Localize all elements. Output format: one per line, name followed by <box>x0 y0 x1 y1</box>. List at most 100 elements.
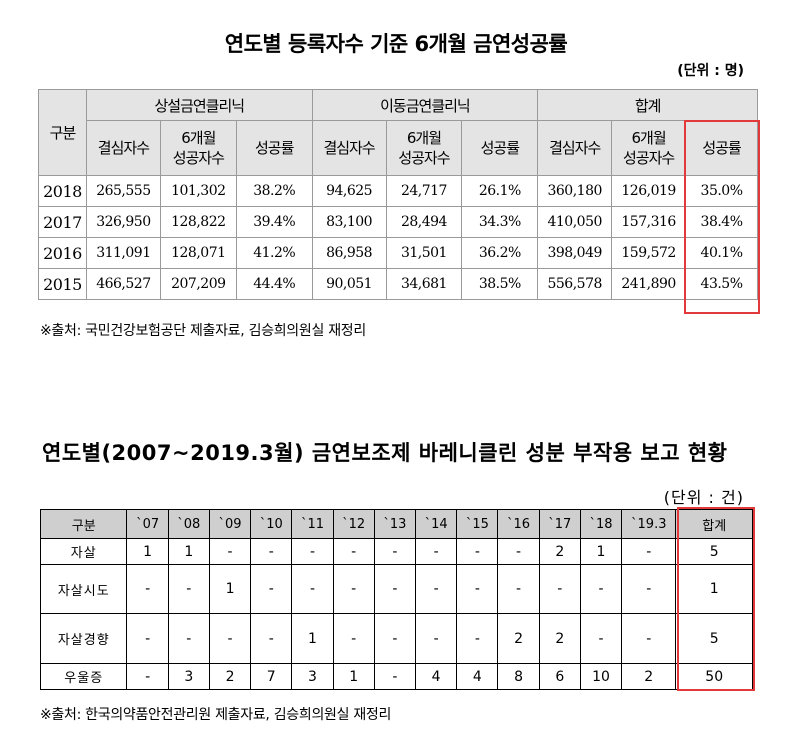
table-cell: - <box>497 564 540 614</box>
column-header: `15 <box>456 509 499 539</box>
table-cell: 5 <box>675 613 753 664</box>
column-subheader: 성공률 <box>461 120 539 176</box>
table-cell: - <box>250 613 293 664</box>
year-cell: 2015 <box>38 268 87 300</box>
column-header: `12 <box>332 509 375 539</box>
year-cell: 2018 <box>38 175 87 207</box>
table-cell: 398,049 <box>537 237 613 269</box>
table-cell: 2 <box>497 613 540 664</box>
table-cell: 2 <box>538 538 581 565</box>
column-header: `13 <box>373 509 417 539</box>
table-cell: - <box>167 613 210 664</box>
table-cell: - <box>291 564 334 614</box>
table-cell: - <box>332 538 375 565</box>
table-cell: 159,572 <box>611 237 687 269</box>
column-header: `19.3 <box>621 509 677 539</box>
table-cell: - <box>579 613 623 664</box>
table-cell: 6 <box>538 663 581 690</box>
table-cell: 1 <box>291 613 334 664</box>
table-cell: 10 <box>579 663 623 690</box>
column-header: `10 <box>250 509 293 539</box>
table-cell: 2 <box>538 613 581 664</box>
table-cell: - <box>621 613 677 664</box>
table-cell: 311,091 <box>85 237 161 269</box>
table-cell: - <box>126 564 169 614</box>
table-cell: 360,180 <box>537 175 613 207</box>
column-header: `18 <box>579 509 623 539</box>
year-cell: 2017 <box>38 206 87 238</box>
table-row: 2016 311,091 128,071 41.2% 86,958 31,501 36.2%… <box>38 237 758 269</box>
column-subheader: 결심자수 <box>85 120 161 176</box>
table-cell: - <box>538 564 581 614</box>
table-cell: - <box>456 564 499 614</box>
table-cell: - <box>456 538 499 565</box>
row-label: 자살경향 <box>39 613 128 664</box>
column-subheader: 6개월 성공자수 <box>159 120 237 176</box>
table-cell: - <box>415 613 458 664</box>
table-cell: 326,950 <box>85 206 161 238</box>
table1-unit: (단위 : 명) <box>677 63 744 79</box>
group-header: 상설금연클리닉 <box>85 89 313 121</box>
table-cell: 1 <box>332 663 375 690</box>
table-cell: - <box>332 613 375 664</box>
table-cell: - <box>579 564 623 614</box>
table-cell: 2 <box>208 663 252 690</box>
table-cell: 7 <box>250 663 293 690</box>
table-cell: - <box>497 538 540 565</box>
table1-group-header-row: 구분 상설금연클리닉 이동금연클리닉 합계 <box>38 89 758 176</box>
table-cell: 35.0% <box>685 175 758 207</box>
table-cell: - <box>456 613 499 664</box>
table2-title: 연도별(2007~2019.3월) 금연보조제 바레니클린 성분 부작용 보고 … <box>42 441 728 465</box>
table-cell: 83,100 <box>311 206 387 238</box>
table-cell: 44.4% <box>235 268 313 300</box>
group-header: 이동금연클리닉 <box>311 89 539 121</box>
table-cell: - <box>208 613 252 664</box>
table-cell: 8 <box>497 663 540 690</box>
column-header: `17 <box>538 509 581 539</box>
table-cell: - <box>415 564 458 614</box>
table-cell: 40.1% <box>685 237 758 269</box>
table-cell: 94,625 <box>311 175 387 207</box>
column-header: `08 <box>167 509 210 539</box>
table-cell: 38.5% <box>461 268 539 300</box>
column-subheader: 결심자수 <box>537 120 613 176</box>
column-subheader: 6개월 성공자수 <box>611 120 687 176</box>
column-header: `09 <box>208 509 252 539</box>
table-cell: 34,681 <box>385 268 463 300</box>
table-cell: 157,316 <box>611 206 687 238</box>
table-cell: - <box>291 538 334 565</box>
table-cell: - <box>208 538 252 565</box>
table-cell: 31,501 <box>385 237 463 269</box>
table-row: 2018 265,555 101,302 38.2% 94,625 24,717 26.1%… <box>38 175 758 207</box>
table-cell: 38.4% <box>685 206 758 238</box>
table-cell: 128,822 <box>159 206 237 238</box>
year-cell: 2016 <box>38 237 87 269</box>
table-cell: - <box>373 663 417 690</box>
table-row: 2015 466,527 207,209 44.4% 90,051 34,681 38.5%… <box>38 268 758 300</box>
table-cell: 101,302 <box>159 175 237 207</box>
table-cell: 50 <box>675 663 753 690</box>
table-cell: - <box>621 538 677 565</box>
table-cell: 41.2% <box>235 237 313 269</box>
column-subheader: 6개월 성공자수 <box>385 120 463 176</box>
table-row: 자살시도 - -1- - - - - - - - - -1 <box>39 564 753 614</box>
table-cell: - <box>415 538 458 565</box>
table-cell: - <box>373 613 417 664</box>
table-cell: 90,051 <box>311 268 387 300</box>
table-cell: 38.2% <box>235 175 313 207</box>
table-cell: 34.3% <box>461 206 539 238</box>
table-row: 자살 1 1- - - - - - - -2 1-5 <box>39 538 753 565</box>
table-cell: 86,958 <box>311 237 387 269</box>
column-header: `14 <box>415 509 458 539</box>
column-header: 구분 <box>39 509 128 539</box>
table-cell: - <box>373 564 417 614</box>
table-cell: 265,555 <box>85 175 161 207</box>
table-cell: 126,019 <box>611 175 687 207</box>
table2-unit: (단위 : 건) <box>663 488 744 507</box>
column-header: `16 <box>497 509 540 539</box>
table-cell: 1 <box>579 538 623 565</box>
row-label: 자살시도 <box>39 564 128 614</box>
table-cell: 241,890 <box>611 268 687 300</box>
table-cell: 1 <box>167 538 210 565</box>
table-cell: - <box>167 564 210 614</box>
